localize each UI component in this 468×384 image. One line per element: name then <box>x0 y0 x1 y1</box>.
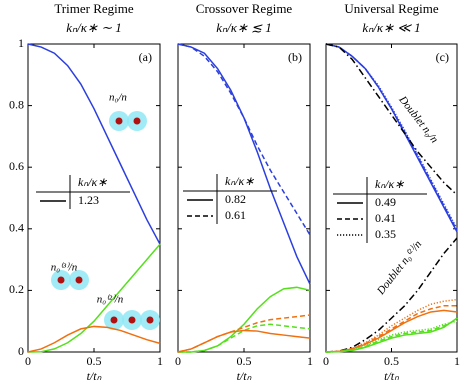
y-tick-label: 0.2 <box>9 282 24 296</box>
data-line <box>177 314 311 353</box>
atom <box>57 276 65 284</box>
data-line <box>325 43 458 230</box>
x-tick-label: 1 <box>157 354 163 368</box>
atom <box>75 276 83 284</box>
x-tick-label: 0.5 <box>87 354 102 368</box>
data-line <box>325 320 458 353</box>
x-tick-label: 1 <box>454 354 460 368</box>
data-line <box>177 43 311 236</box>
data-line <box>27 43 161 245</box>
data-line <box>178 286 311 353</box>
data-line <box>178 323 311 353</box>
data-line <box>177 43 311 285</box>
annotation: n₀⁽²⁾/n <box>97 294 124 306</box>
data-line <box>325 309 458 353</box>
legend-label: 0.41 <box>375 211 396 225</box>
atom <box>115 117 123 125</box>
x-tick-label: 1 <box>307 354 313 368</box>
legend-title: kₙ/κ∗ <box>225 174 254 188</box>
x-axis-label: t/tₙ <box>237 369 252 383</box>
data-line <box>27 243 161 353</box>
data-line <box>325 237 458 353</box>
atom <box>110 316 118 324</box>
x-tick-label: 0 <box>323 354 329 368</box>
panel-subtitle: kₙ/κ∗ ≲ 1 <box>216 20 272 35</box>
panel-label: (b) <box>288 50 302 64</box>
data-line <box>325 298 458 353</box>
panel-title: Crossover Regime <box>196 1 293 16</box>
atom <box>133 117 141 125</box>
legend-label: 0.82 <box>225 192 246 206</box>
y-tick-label: 0.4 <box>9 221 24 235</box>
annotation: n₀⁽³⁾/n <box>51 262 78 274</box>
data-line <box>325 318 458 353</box>
panel-subtitle: kₙ/κ∗ ∼ 1 <box>66 20 122 35</box>
panel-subtitle: kₙ/κ∗ ≪ 1 <box>362 20 420 35</box>
x-tick-label: 0.5 <box>384 354 399 368</box>
atom <box>128 316 136 324</box>
legend-label: 0.35 <box>375 227 396 241</box>
data-line <box>27 325 161 353</box>
annotation: n₀/n <box>109 92 127 104</box>
legend-title: kₙ/κ∗ <box>375 177 404 191</box>
y-tick-label: 0.8 <box>9 97 24 111</box>
legend-label: 0.61 <box>225 208 246 222</box>
panel-title: Trimer Regime <box>54 1 134 16</box>
y-tick-label: 1 <box>18 36 24 50</box>
panel-label: (a) <box>139 50 152 64</box>
y-tick-label: 0 <box>18 344 24 358</box>
data-line <box>325 317 458 353</box>
atom <box>146 316 154 324</box>
annotation: Doublet n₀/n <box>396 93 441 146</box>
annotation: Doublet n₀⁽²⁾/n <box>374 238 424 298</box>
x-tick-label: 0 <box>175 354 181 368</box>
x-axis-label: t/tₙ <box>87 369 102 383</box>
x-tick-label: 0.5 <box>237 354 252 368</box>
panel-title: Universal Regime <box>344 1 438 16</box>
y-tick-label: 0.6 <box>9 159 24 173</box>
legend-label: 1.23 <box>78 193 99 207</box>
data-line <box>177 329 311 353</box>
x-axis-label: t/tₙ <box>384 369 399 383</box>
data-line <box>325 43 458 196</box>
legend-title: kₙ/κ∗ <box>78 175 107 189</box>
panel-label: (c) <box>436 50 449 64</box>
x-tick-label: 0 <box>25 354 31 368</box>
legend-label: 0.49 <box>375 195 396 209</box>
